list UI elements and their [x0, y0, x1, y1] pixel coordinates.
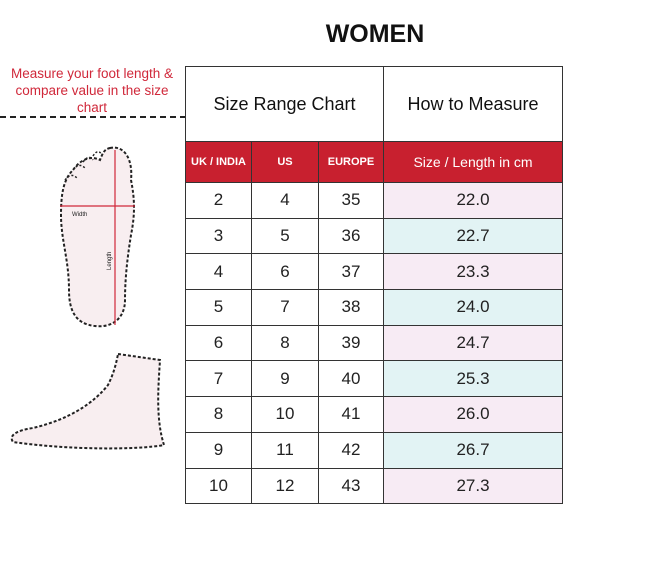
size-chart-table: Size Range Chart How to Measure UK / IND… [185, 66, 563, 505]
table-row: 9 11 42 26.7 [185, 431, 563, 469]
europe-size-cell: 36 [318, 217, 384, 255]
length-label: Length [107, 252, 113, 270]
length-cm-cell: 26.7 [383, 431, 563, 469]
uk-size-cell: 5 [185, 289, 252, 326]
uk-size-cell: 2 [185, 182, 252, 219]
table-row: 4 6 37 23.3 [185, 253, 563, 291]
us-size-cell: 5 [251, 217, 319, 255]
us-size-cell: 8 [251, 324, 319, 362]
column-header-cm: Size / Length in cm [383, 141, 563, 183]
uk-size-cell: 8 [185, 396, 252, 433]
europe-size-cell: 37 [318, 253, 384, 291]
europe-size-cell: 40 [318, 360, 384, 398]
uk-size-cell: 10 [185, 467, 252, 505]
uk-size-cell: 3 [185, 217, 252, 255]
column-header-europe: EUROPE [318, 141, 384, 183]
us-size-cell: 11 [251, 431, 319, 469]
europe-size-cell: 43 [318, 467, 384, 505]
table-row: 7 9 40 25.3 [185, 360, 563, 398]
us-size-cell: 12 [251, 467, 319, 505]
column-header-us: US [251, 141, 319, 183]
us-size-cell: 6 [251, 253, 319, 291]
table-row: 10 12 43 27.3 [185, 467, 563, 505]
table-row: 5 7 38 24.0 [185, 289, 563, 326]
foot-sole-illustration: Width Length [59, 146, 135, 328]
europe-size-cell: 42 [318, 431, 384, 469]
table-row: 3 5 36 22.7 [185, 217, 563, 255]
table-row: 2 4 35 22.0 [185, 182, 563, 219]
how-to-measure-header: How to Measure [383, 66, 563, 142]
table-row: 8 10 41 26.0 [185, 396, 563, 433]
instruction-text: Measure your foot length & compare value… [10, 66, 174, 115]
us-size-cell: 10 [251, 396, 319, 433]
page-title: WOMEN [325, 20, 425, 48]
dashed-divider [0, 116, 186, 118]
length-cm-cell: 22.7 [383, 217, 563, 255]
length-cm-cell: 22.0 [383, 182, 563, 219]
width-label: Width [72, 212, 87, 218]
length-cm-cell: 26.0 [383, 396, 563, 433]
length-cm-cell: 25.3 [383, 360, 563, 398]
europe-size-cell: 35 [318, 182, 384, 219]
size-range-header: Size Range Chart [185, 66, 384, 142]
table-row: 6 8 39 24.7 [185, 324, 563, 362]
us-size-cell: 7 [251, 289, 319, 326]
us-size-cell: 9 [251, 360, 319, 398]
length-cm-cell: 24.7 [383, 324, 563, 362]
length-cm-cell: 24.0 [383, 289, 563, 326]
europe-size-cell: 39 [318, 324, 384, 362]
length-cm-cell: 23.3 [383, 253, 563, 291]
length-cm-cell: 27.3 [383, 467, 563, 505]
europe-size-cell: 38 [318, 289, 384, 326]
uk-size-cell: 7 [185, 360, 252, 398]
foot-side-illustration [10, 352, 166, 450]
europe-size-cell: 41 [318, 396, 384, 433]
uk-size-cell: 4 [185, 253, 252, 291]
us-size-cell: 4 [251, 182, 319, 219]
uk-size-cell: 9 [185, 431, 252, 469]
uk-size-cell: 6 [185, 324, 252, 362]
column-header-uk: UK / INDIA [185, 141, 252, 183]
